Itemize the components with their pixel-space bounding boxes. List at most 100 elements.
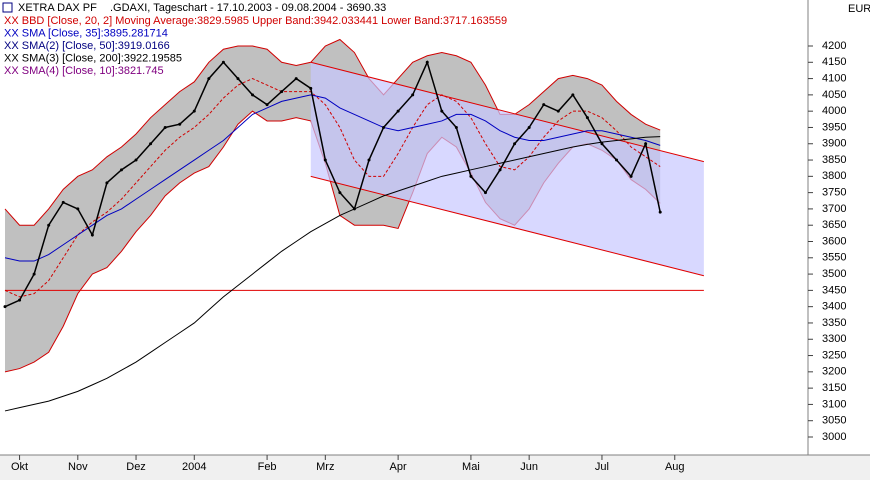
close-point bbox=[527, 125, 531, 129]
y-tick-label: 3650 bbox=[822, 219, 846, 231]
x-tick-label: Jun bbox=[520, 461, 538, 473]
close-point bbox=[47, 223, 51, 227]
y-tick-label: 4100 bbox=[822, 72, 846, 84]
close-point bbox=[119, 168, 123, 172]
x-tick-label: Dez bbox=[126, 461, 146, 473]
close-line bbox=[4, 60, 661, 308]
close-point bbox=[236, 77, 240, 81]
close-point bbox=[454, 125, 458, 129]
close-point bbox=[323, 158, 327, 162]
x-tick-label: Aug bbox=[665, 461, 685, 473]
close-point bbox=[280, 90, 284, 94]
y-tick-label: 4200 bbox=[822, 40, 846, 52]
y-tick-label: 4150 bbox=[822, 56, 846, 68]
close-point bbox=[644, 142, 648, 146]
x-tick-label: 2004 bbox=[182, 461, 206, 473]
y-tick-label: 3200 bbox=[822, 366, 846, 378]
x-tick-label: Mrz bbox=[316, 461, 334, 473]
close-point bbox=[411, 93, 415, 97]
close-point bbox=[265, 103, 269, 107]
close-point bbox=[105, 181, 109, 185]
close-point bbox=[571, 93, 575, 97]
legend-entry: XX SMA(3) [Close, 200]:3922.19585 bbox=[4, 52, 182, 64]
indicator-line bbox=[4, 136, 661, 412]
close-point bbox=[469, 174, 473, 178]
close-point bbox=[352, 207, 356, 211]
icon bbox=[2, 2, 13, 13]
y-tick-label: 3800 bbox=[822, 170, 846, 182]
y-tick-label: 3000 bbox=[822, 431, 846, 443]
y-tick-label: 3300 bbox=[822, 333, 846, 345]
channel-lower bbox=[310, 175, 705, 277]
x-tick-label: Mai bbox=[462, 461, 480, 473]
y-tick-label: 3050 bbox=[822, 415, 846, 427]
close-point bbox=[76, 207, 80, 211]
trend-channel bbox=[310, 62, 704, 276]
close-point bbox=[440, 109, 444, 113]
close-point bbox=[585, 116, 589, 120]
channel-upper bbox=[310, 61, 705, 163]
subtitle: .GDAXI, Tageschart - 17.10.2003 - 09.08.… bbox=[110, 2, 386, 14]
close-point bbox=[18, 298, 22, 302]
close-point bbox=[192, 109, 196, 113]
close-point bbox=[3, 305, 7, 309]
close-point bbox=[221, 60, 225, 64]
indicator-line bbox=[4, 94, 661, 262]
close-point bbox=[90, 233, 94, 237]
x-tick-label: Jul bbox=[595, 461, 609, 473]
close-point bbox=[338, 191, 342, 195]
close-point bbox=[542, 103, 546, 107]
close-point bbox=[134, 158, 138, 162]
indicator-line bbox=[4, 78, 661, 298]
x-tick-label: Okt bbox=[11, 461, 28, 473]
close-point bbox=[629, 174, 633, 178]
y-tick-label: 3600 bbox=[822, 235, 846, 247]
close-point bbox=[309, 86, 313, 90]
close-point bbox=[396, 109, 400, 113]
x-tick-label: Nov bbox=[68, 461, 88, 473]
close-point bbox=[367, 158, 371, 162]
close-point bbox=[251, 93, 255, 97]
close-point bbox=[498, 168, 502, 172]
x-tick-label: Feb bbox=[258, 461, 277, 473]
close-point bbox=[483, 191, 487, 195]
band-upper bbox=[4, 38, 661, 226]
close-point bbox=[32, 272, 36, 276]
y-tick-label: 3400 bbox=[822, 301, 846, 313]
legend-entry: XX SMA(2) [Close, 50]:3919.0166 bbox=[4, 40, 170, 52]
close-point bbox=[615, 158, 619, 162]
close-point bbox=[556, 109, 560, 113]
y-tick-label: 3500 bbox=[822, 268, 846, 280]
y-tick-label: 3350 bbox=[822, 317, 846, 329]
close-point bbox=[382, 125, 386, 129]
close-point bbox=[294, 77, 298, 81]
y-tick-label: 3450 bbox=[822, 284, 846, 296]
y-tick-label: 3700 bbox=[822, 203, 846, 215]
legend-entry: XX BBD [Close, 20, 2] Moving Average:382… bbox=[4, 15, 507, 27]
close-point bbox=[163, 125, 167, 129]
x-tick-label: Apr bbox=[390, 461, 407, 473]
close-point bbox=[149, 142, 153, 146]
y-tick-label: 3850 bbox=[822, 154, 846, 166]
y-tick-label: 4050 bbox=[822, 89, 846, 101]
close-point bbox=[61, 200, 65, 204]
legend-entry: XX SMA(4) [Close, 10]:3821.745 bbox=[4, 65, 164, 77]
y-tick-label: 3100 bbox=[822, 398, 846, 410]
y-tick-label: 4000 bbox=[822, 105, 846, 117]
close-point bbox=[207, 77, 211, 81]
close-point bbox=[178, 122, 182, 126]
close-point bbox=[658, 210, 662, 214]
y-tick-label: 3950 bbox=[822, 121, 846, 133]
close-point bbox=[425, 60, 429, 64]
y-tick-label: 3750 bbox=[822, 187, 846, 199]
y-tick-label: 3550 bbox=[822, 252, 846, 264]
close-point bbox=[513, 142, 517, 146]
legend-entry: XX SMA [Close, 35]:3895.281714 bbox=[4, 27, 168, 39]
title: XETRA DAX PF bbox=[18, 2, 97, 14]
close-point bbox=[600, 142, 604, 146]
unit: EUR bbox=[848, 3, 870, 15]
y-tick-label: 3900 bbox=[822, 138, 846, 150]
y-tick-label: 3250 bbox=[822, 349, 846, 361]
x-axis-bar bbox=[0, 455, 870, 480]
